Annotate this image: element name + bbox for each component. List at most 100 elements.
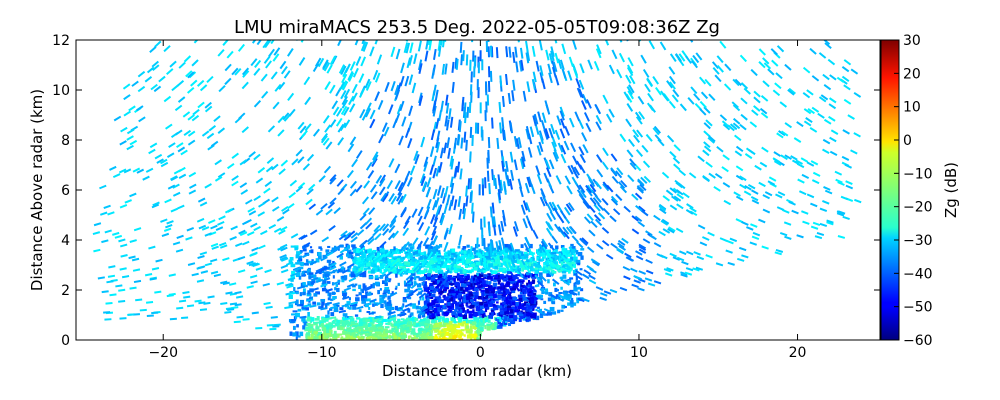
echo-dash bbox=[551, 235, 559, 244]
echo-dash bbox=[369, 109, 376, 120]
echo-dash bbox=[699, 241, 708, 247]
echo-dash bbox=[401, 177, 408, 188]
echo-cell bbox=[495, 290, 498, 296]
echo-cell bbox=[427, 310, 433, 314]
echo-dash bbox=[305, 198, 313, 206]
echo-dash bbox=[603, 290, 612, 295]
echo-cell bbox=[315, 291, 320, 295]
echo-dash bbox=[638, 245, 647, 251]
echo-dash bbox=[551, 60, 557, 72]
echo-dash bbox=[618, 181, 626, 189]
echo-cell bbox=[542, 252, 546, 256]
echo-dash bbox=[625, 74, 632, 84]
echo-cell bbox=[503, 250, 508, 255]
echo-cell bbox=[530, 299, 535, 304]
echo-dash bbox=[362, 207, 370, 216]
echo-dash bbox=[616, 247, 625, 254]
echo-dash bbox=[346, 263, 355, 269]
echo-dash bbox=[509, 151, 514, 163]
echo-dash bbox=[264, 268, 272, 274]
echo-cell bbox=[555, 294, 561, 299]
echo-cell bbox=[510, 288, 516, 294]
echo-cell bbox=[405, 331, 410, 334]
echo-cell bbox=[567, 294, 572, 299]
echo-cell bbox=[451, 267, 455, 270]
echo-cell bbox=[423, 310, 428, 314]
echo-cell bbox=[436, 255, 442, 258]
echo-cell bbox=[494, 265, 498, 269]
echo-dash bbox=[287, 48, 294, 57]
echo-dash bbox=[523, 264, 531, 274]
echo-dash bbox=[576, 241, 584, 249]
echo-dash bbox=[306, 326, 314, 329]
echo-cell bbox=[302, 320, 308, 324]
echo-dash bbox=[711, 61, 720, 70]
echo-dash bbox=[722, 123, 731, 131]
echo-cell bbox=[318, 335, 324, 339]
echo-cell bbox=[511, 302, 516, 306]
echo-cell bbox=[505, 274, 509, 278]
echo-dash bbox=[626, 149, 634, 158]
echo-dash bbox=[458, 234, 463, 246]
echo-cell bbox=[538, 272, 543, 277]
echo-dash bbox=[439, 147, 444, 159]
echo-dash bbox=[304, 123, 312, 132]
echo-cell bbox=[573, 263, 577, 268]
echo-cell bbox=[449, 277, 455, 280]
echo-cell bbox=[577, 286, 581, 290]
echo-cell bbox=[379, 298, 385, 303]
echo-dash bbox=[600, 292, 608, 297]
echo-dash bbox=[217, 172, 226, 179]
echo-cell bbox=[387, 295, 391, 300]
echo-cell bbox=[354, 320, 358, 323]
echo-dash bbox=[678, 53, 686, 62]
echo-dash bbox=[306, 188, 314, 196]
echo-dash bbox=[336, 107, 343, 117]
echo-dash bbox=[182, 111, 191, 118]
echo-dash bbox=[761, 146, 769, 153]
echo-dash bbox=[533, 113, 539, 125]
echo-dash bbox=[593, 203, 601, 212]
echo-dash bbox=[273, 227, 282, 233]
echo-cell bbox=[400, 321, 405, 324]
echo-dash bbox=[372, 151, 379, 161]
echo-cell bbox=[460, 332, 464, 336]
echo-dash bbox=[324, 124, 332, 133]
echo-dash bbox=[540, 120, 546, 131]
echo-dash bbox=[404, 215, 412, 225]
echo-dash bbox=[392, 118, 398, 129]
echo-dash bbox=[311, 287, 319, 292]
echo-dash bbox=[847, 114, 855, 120]
echo-cell bbox=[503, 291, 506, 297]
echo-dash bbox=[510, 169, 515, 181]
echo-dash bbox=[592, 197, 600, 206]
echo-dash bbox=[321, 236, 330, 243]
echo-dash bbox=[285, 282, 293, 287]
echo-dash bbox=[601, 227, 610, 234]
echo-cell bbox=[461, 275, 464, 280]
echo-cell bbox=[439, 277, 444, 281]
echo-cell bbox=[524, 313, 528, 316]
echo-dash bbox=[764, 191, 773, 197]
echo-dash bbox=[340, 89, 347, 100]
echo-cell bbox=[418, 306, 422, 310]
echo-dash bbox=[387, 232, 396, 241]
echo-dash bbox=[602, 183, 610, 192]
echo-cell bbox=[328, 327, 332, 331]
echo-dash bbox=[570, 290, 578, 296]
echo-cell bbox=[532, 268, 535, 271]
echo-dash bbox=[517, 137, 522, 148]
echo-dash bbox=[588, 229, 596, 237]
echo-cell bbox=[503, 323, 507, 327]
echo-dash bbox=[341, 73, 348, 84]
echo-cell bbox=[451, 259, 455, 263]
echo-cell bbox=[461, 248, 465, 251]
echo-cell bbox=[546, 273, 552, 277]
echo-dash bbox=[461, 254, 466, 265]
echo-dash bbox=[593, 61, 600, 71]
echo-dash bbox=[340, 80, 348, 90]
echo-cell bbox=[437, 276, 442, 280]
echo-dash bbox=[735, 218, 744, 224]
echo-dash bbox=[123, 168, 132, 174]
echo-dash bbox=[502, 127, 506, 139]
